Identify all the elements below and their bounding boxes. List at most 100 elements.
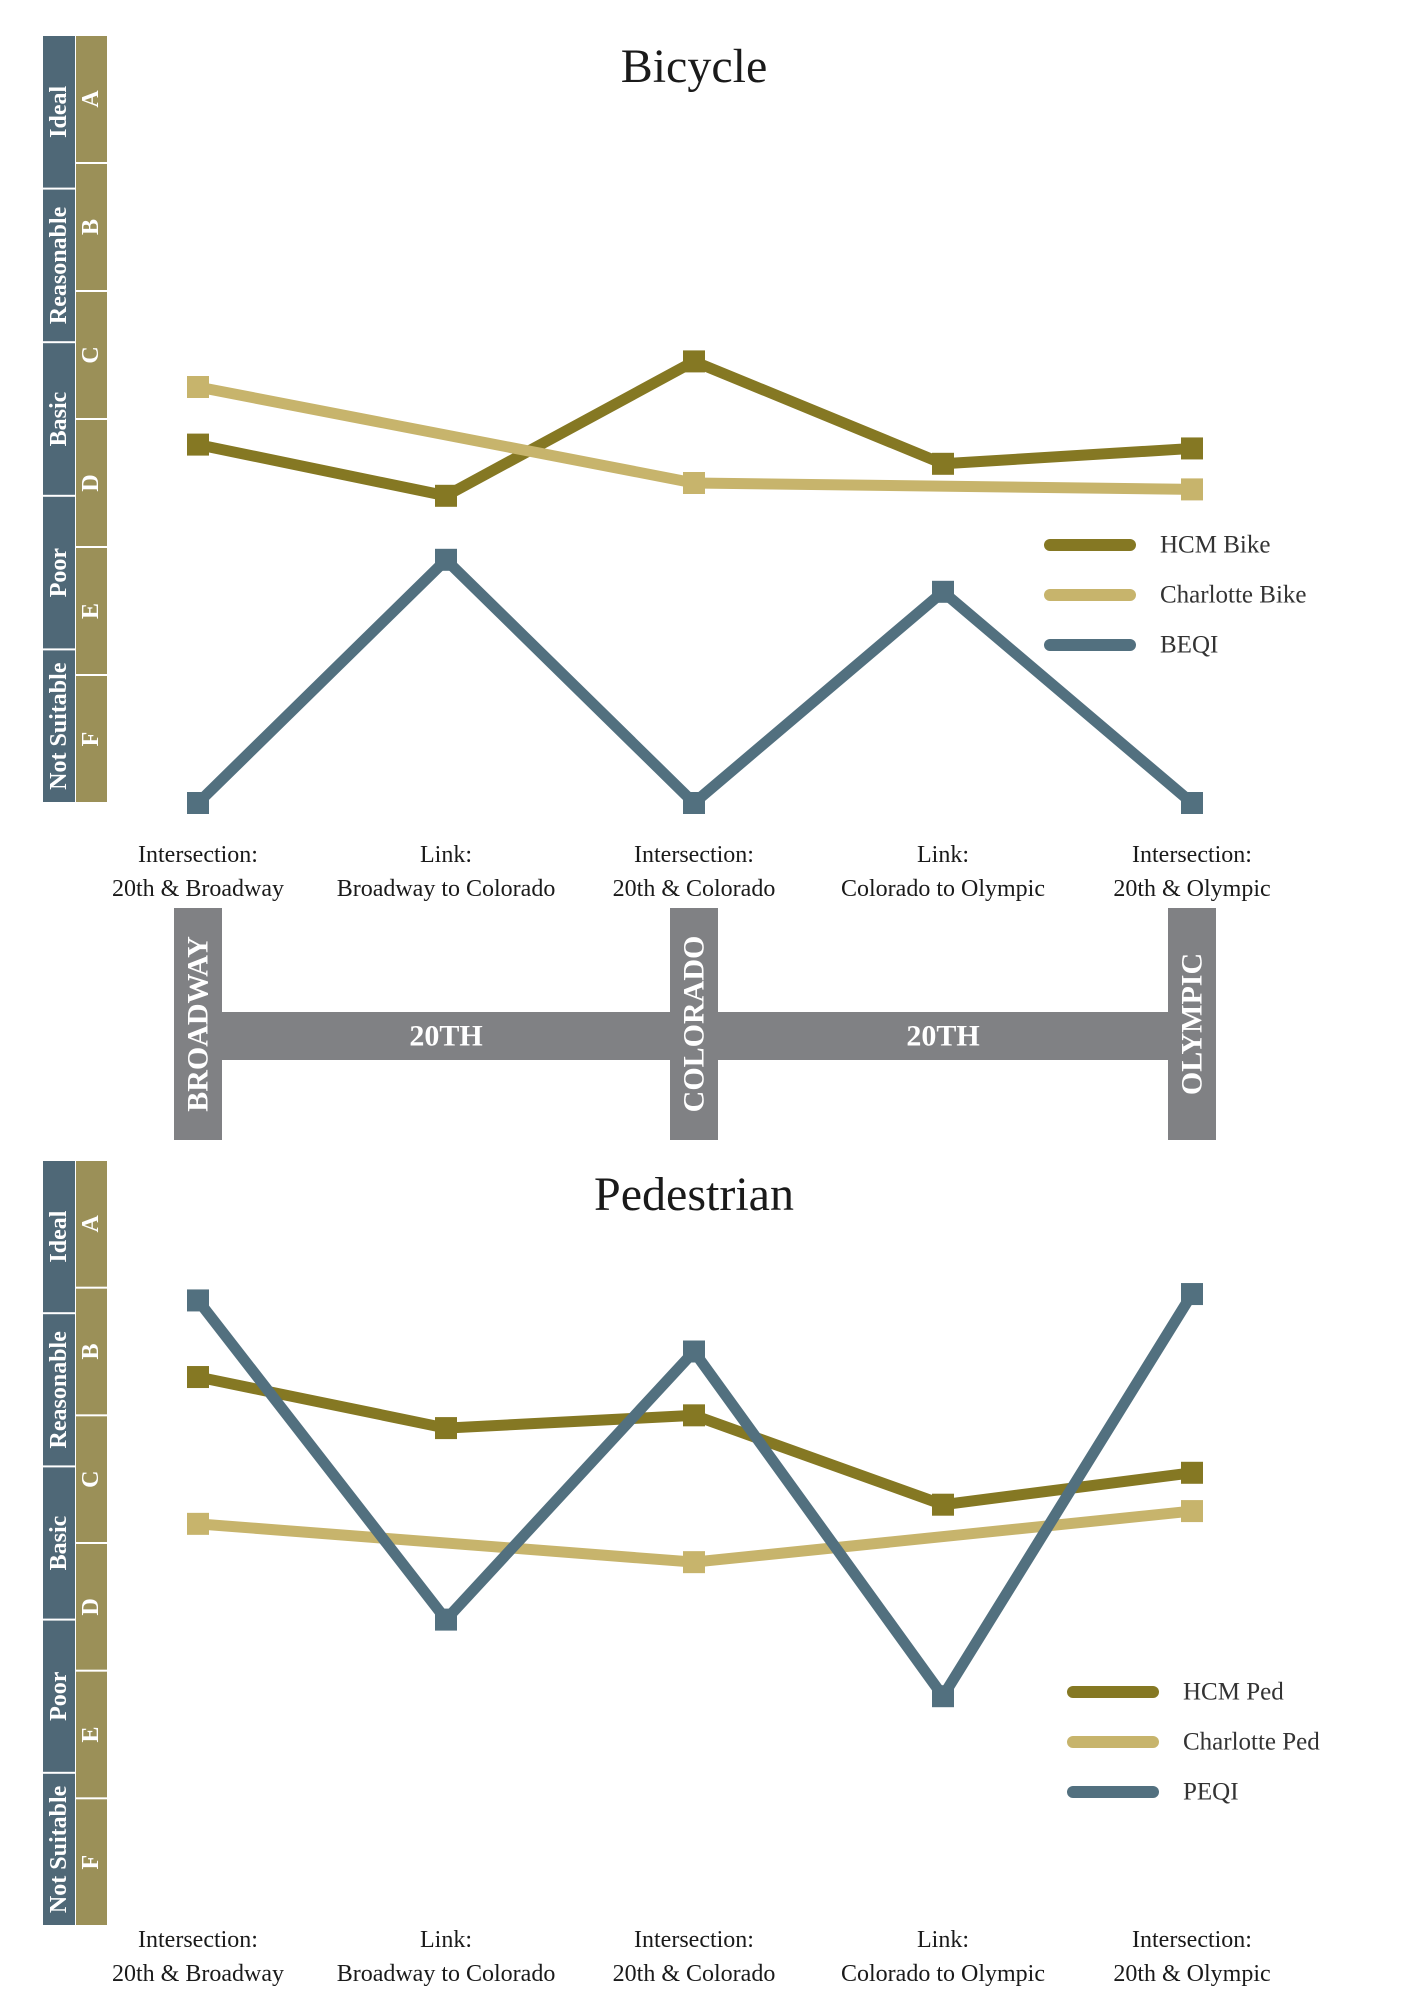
category-label: Link: Broadway to Colorado: [337, 1927, 556, 1987]
series-hcm-ped: [187, 1366, 1203, 1516]
band-not-suitable: [43, 650, 75, 802]
category-label-line: Broadway to Colorado: [337, 876, 556, 902]
grade-f: [76, 676, 107, 802]
data-point: [435, 548, 457, 571]
series-line-beqi: [194, 552, 1196, 811]
data-point: [932, 452, 954, 475]
chart-pedestrian: Pedestrian Intersection: 20th & Broadway Li…: [112, 1168, 1320, 1987]
data-point: [435, 1417, 457, 1440]
data-point: [1181, 1461, 1203, 1484]
legend-label: PEQI: [1183, 1779, 1239, 1806]
data-point: [187, 433, 209, 456]
band-label-ideal: Ideal: [46, 85, 72, 137]
grade-a: [76, 1161, 107, 1287]
legend-label: HCM Ped: [1183, 1679, 1284, 1706]
data-point: [683, 792, 705, 814]
data-point: [683, 472, 705, 494]
data-point: [1181, 792, 1203, 814]
data-point: [683, 350, 705, 373]
cross-street-colorado: [670, 908, 718, 1140]
category-label: Link: Colorado to Olympic: [841, 842, 1045, 902]
legend-label: HCM Bike: [1160, 532, 1270, 559]
data-point: [1181, 437, 1203, 460]
grade-e: [76, 548, 107, 674]
data-point: [683, 1404, 705, 1427]
category-label-line: Colorado to Olympic: [841, 1961, 1045, 1987]
category-label-line: 20th & Broadway: [112, 876, 284, 902]
category-label-line: Link:: [917, 842, 969, 868]
grade-label-c: C: [78, 346, 104, 363]
grade-d: [76, 420, 107, 546]
street-diagram: BROADWAY COLORADO OLYMPIC 20TH 20TH: [174, 908, 1216, 1140]
grade-label-e: E: [78, 1726, 104, 1742]
band-label-basic: Basic: [46, 1515, 72, 1570]
category-label: Intersection: 20th & Olympic: [1113, 1927, 1270, 1987]
band-label-not-suitable: Not Suitable: [46, 662, 72, 790]
band-label-poor: Poor: [46, 548, 72, 598]
grade-a: [76, 36, 107, 162]
grade-b: [76, 164, 107, 290]
grade-label-e: E: [78, 603, 104, 619]
legend: HCM Bike Charlotte Bike BEQI: [1044, 532, 1307, 659]
grade-label-a: A: [78, 90, 104, 108]
data-point: [1181, 1500, 1203, 1523]
category-label: Intersection: 20th & Colorado: [613, 1927, 776, 1987]
category-label-line: 20th & Olympic: [1113, 1961, 1270, 1987]
chart-bicycle: Bicycle Intersection: 20th & Broadway Link:…: [112, 40, 1306, 902]
rating-scale: Ideal Reasonable Basic Poor Not Suitable A B C D…: [43, 1161, 107, 1925]
legend-label: Charlotte Bike: [1160, 582, 1307, 609]
cross-street-label: COLORADO: [678, 936, 711, 1113]
band-ideal: [43, 1161, 75, 1313]
data-point: [435, 1608, 457, 1631]
data-point: [932, 580, 954, 603]
band-label-poor: Poor: [46, 1671, 72, 1721]
band-label-reasonable: Reasonable: [46, 1331, 72, 1449]
band-basic: [43, 1467, 75, 1619]
grade-f: [76, 1799, 107, 1925]
band-not-suitable: [43, 1773, 75, 1925]
band-label-reasonable: Reasonable: [46, 206, 72, 324]
band-poor: [43, 1620, 75, 1772]
category-label-line: Broadway to Colorado: [337, 1961, 556, 1987]
category-label: Intersection: 20th & Broadway: [112, 1927, 284, 1987]
data-point: [187, 376, 209, 398]
main-street-label: 20TH: [906, 1020, 979, 1053]
cross-street-label: OLYMPIC: [1176, 953, 1209, 1095]
grade-label-b: B: [78, 219, 104, 235]
series-hcm-bike: [187, 350, 1203, 507]
category-label-line: 20th & Broadway: [112, 1961, 284, 1987]
legend-label: Charlotte Ped: [1183, 1729, 1320, 1756]
grade-c: [76, 1416, 107, 1542]
cross-street-broadway: [174, 908, 222, 1140]
cross-street-label: BROADWAY: [182, 936, 215, 1112]
category-label-line: Colorado to Olympic: [841, 876, 1045, 902]
data-point: [932, 1493, 954, 1516]
category-label-line: Link:: [420, 842, 472, 868]
category-label-line: Intersection:: [138, 842, 258, 868]
band-reasonable: [43, 189, 75, 342]
grade-label-d: D: [78, 474, 104, 491]
band-label-basic: Basic: [46, 391, 72, 446]
grade-label-c: C: [78, 1470, 104, 1487]
grade-d: [76, 1544, 107, 1670]
category-label-line: Intersection:: [1132, 842, 1252, 868]
legend-label: BEQI: [1160, 632, 1218, 659]
data-point: [932, 1685, 954, 1708]
category-label: Link: Broadway to Colorado: [337, 842, 556, 902]
data-point: [187, 1512, 209, 1535]
grade-label-d: D: [78, 1598, 104, 1615]
chart-title: Pedestrian: [594, 1168, 794, 1221]
category-label: Link: Colorado to Olympic: [841, 1927, 1045, 1987]
data-point: [1181, 1283, 1203, 1306]
series-charlotte-ped: [187, 1500, 1203, 1574]
series-peqi: [187, 1283, 1203, 1708]
data-point: [187, 1366, 209, 1389]
band-label-ideal: Ideal: [46, 1210, 72, 1262]
data-point: [187, 1289, 209, 1312]
data-point: [435, 484, 457, 507]
band-label-not-suitable: Not Suitable: [46, 1785, 72, 1913]
grade-c: [76, 292, 107, 418]
series-beqi: [187, 548, 1203, 814]
category-label-line: 20th & Olympic: [1113, 876, 1270, 902]
